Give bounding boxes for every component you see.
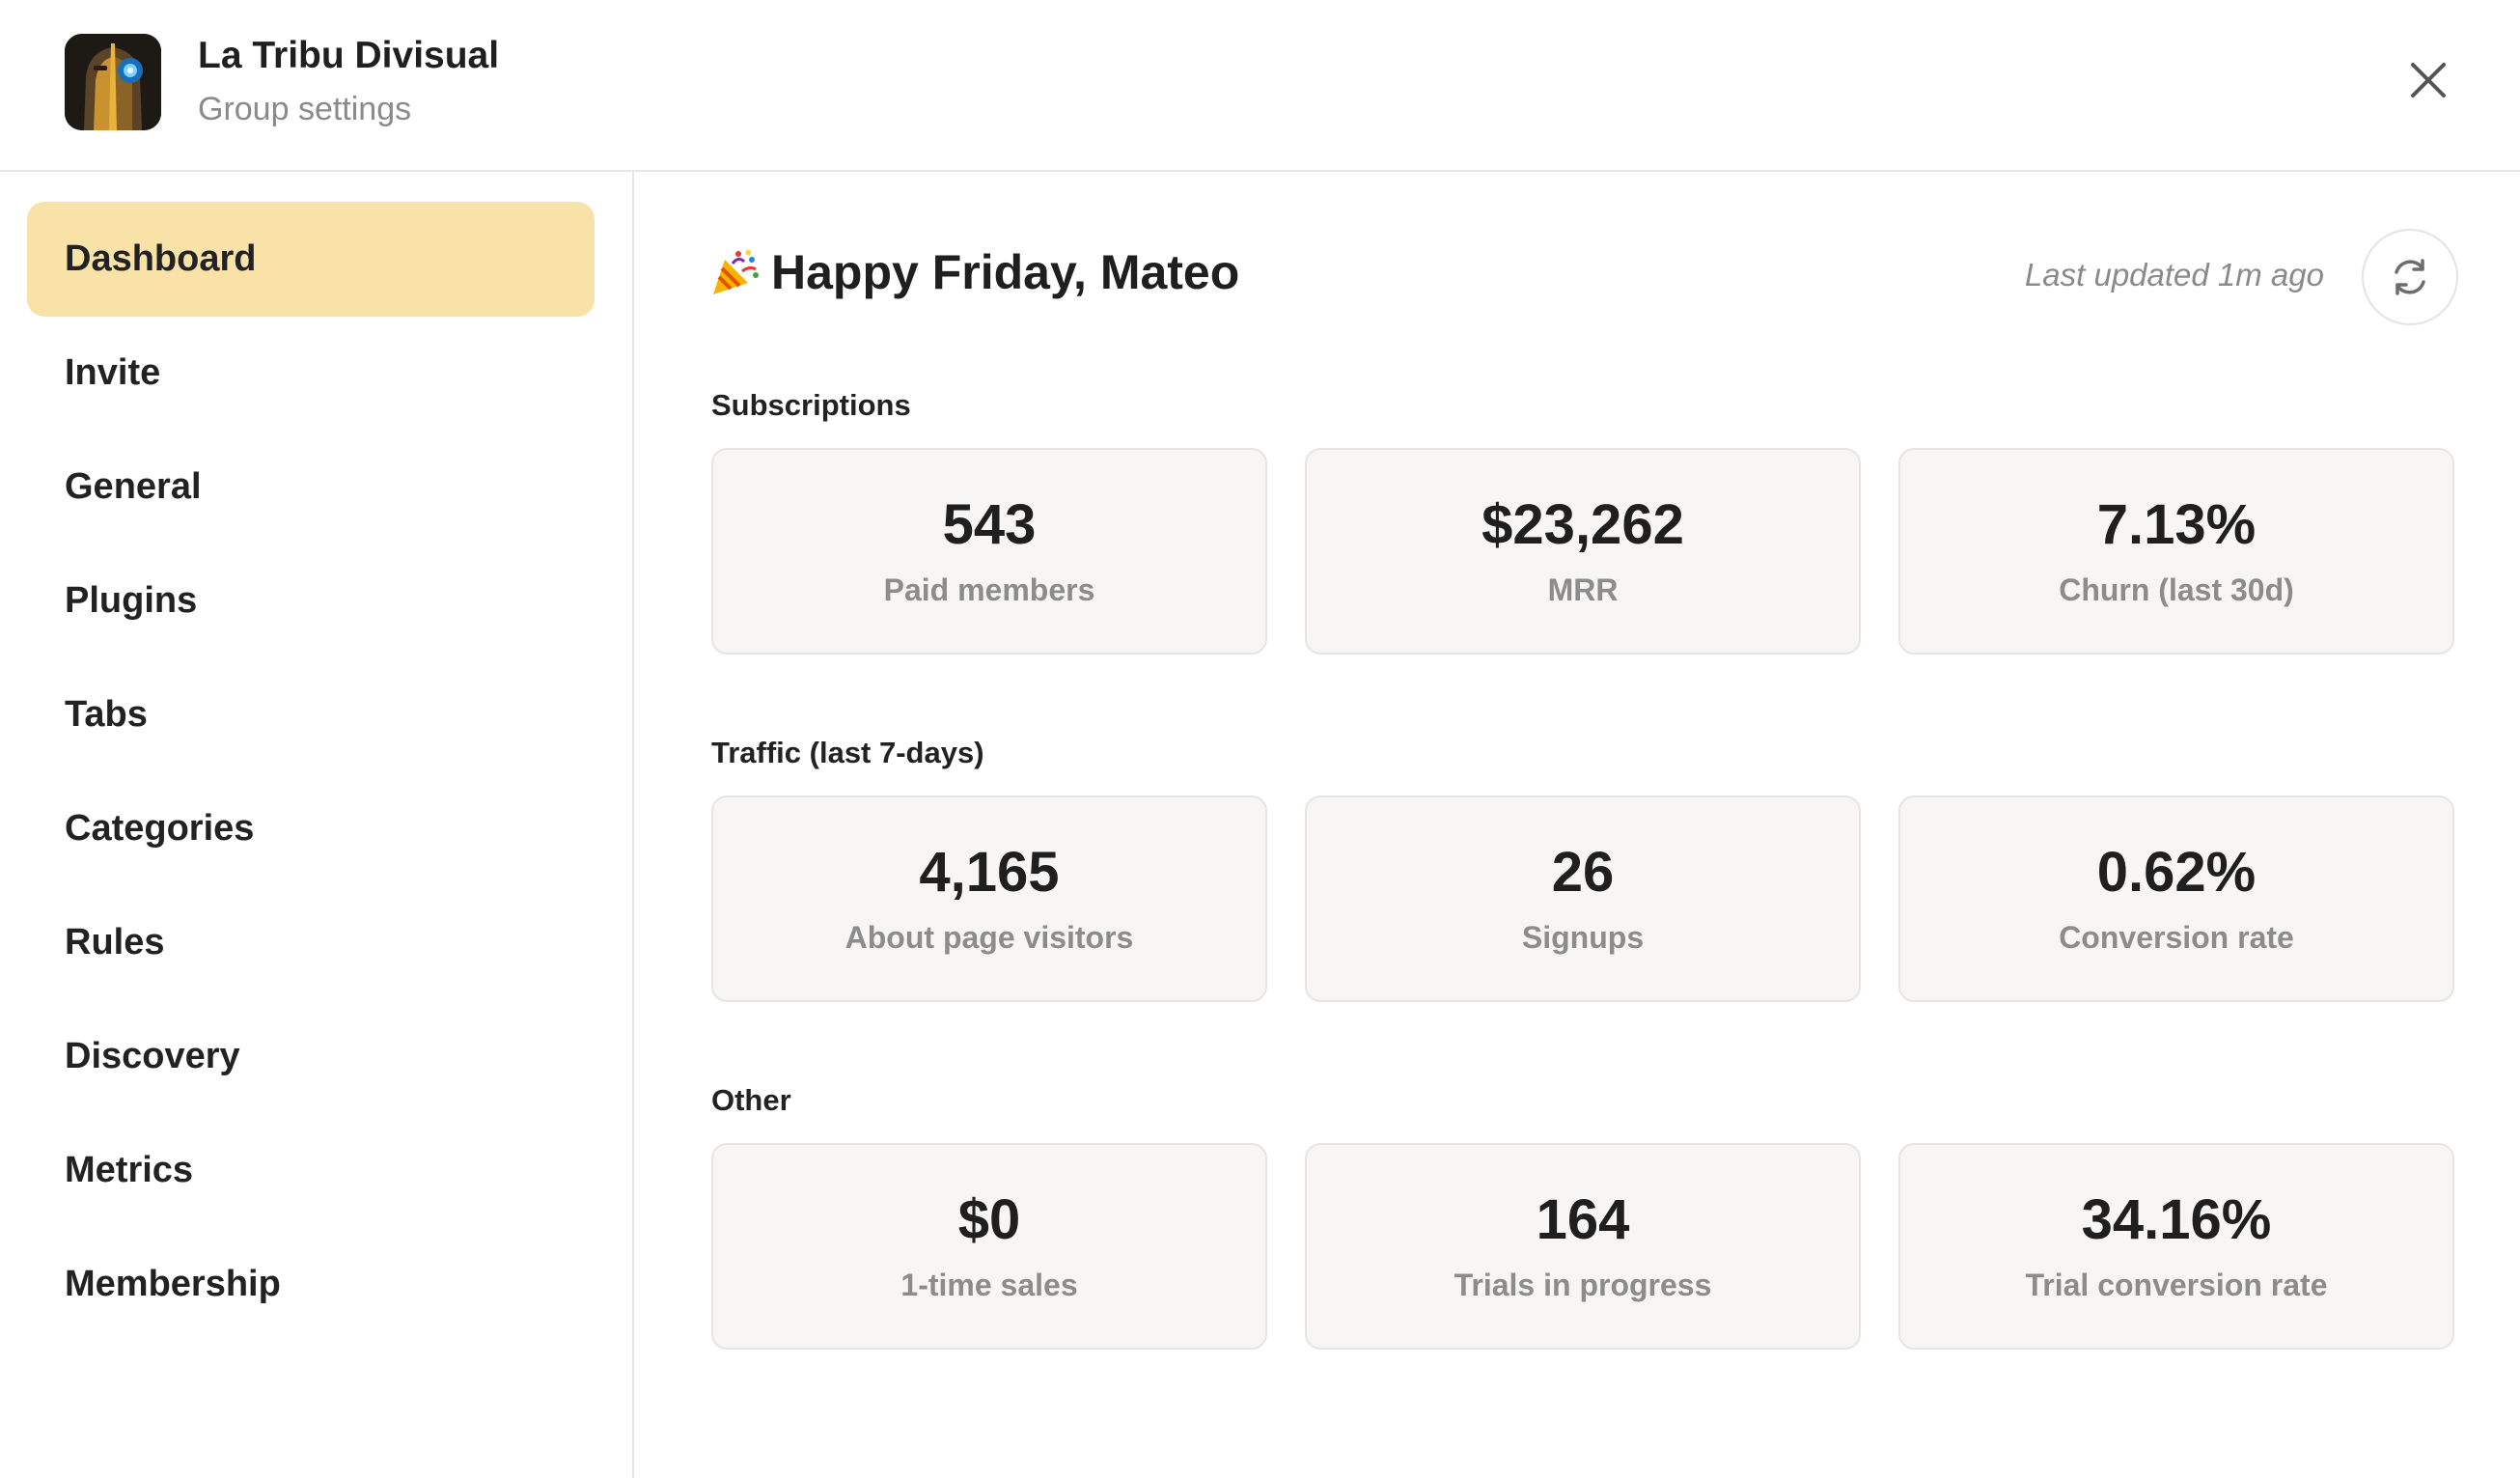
stat-label: MRR xyxy=(1547,572,1619,608)
stat-card-one-time-sales: $0 1-time sales xyxy=(711,1143,1267,1350)
sidebar-item-discovery[interactable]: Discovery xyxy=(27,999,595,1114)
group-name: La Tribu Divisual xyxy=(198,35,500,76)
sidebar-item-invite[interactable]: Invite xyxy=(27,316,595,431)
section-title-subscriptions: Subscriptions xyxy=(711,388,911,422)
stat-value: $0 xyxy=(957,1187,1021,1251)
stat-card-paid-members: 543 Paid members xyxy=(711,448,1267,655)
sidebar-item-label: Dashboard xyxy=(65,238,257,279)
section-title-traffic: Traffic (last 7-days) xyxy=(711,736,984,769)
sidebar-item-label: Metrics xyxy=(65,1150,194,1190)
sidebar-item-membership[interactable]: Membership xyxy=(27,1227,595,1342)
sidebar-item-label: Categories xyxy=(65,808,255,849)
sidebar-item-metrics[interactable]: Metrics xyxy=(27,1113,595,1228)
last-updated-text: Last updated 1m ago xyxy=(2024,257,2324,293)
sidebar-nav: Dashboard Invite General Plugins Tabs Ca… xyxy=(0,172,634,1478)
stat-value: 7.13% xyxy=(2096,492,2257,556)
sidebar-item-plugins[interactable]: Plugins xyxy=(27,544,595,658)
sidebar-item-label: General xyxy=(65,466,202,507)
stat-card-mrr: $23,262 MRR xyxy=(1305,448,1861,655)
stat-card-conversion-rate: 0.62% Conversion rate xyxy=(1898,795,2454,1002)
stat-card-trial-conversion-rate: 34.16% Trial conversion rate xyxy=(1898,1143,2454,1350)
stat-label: Conversion rate xyxy=(2059,920,2294,956)
group-avatar-icon xyxy=(65,34,161,130)
greeting-heading: Happy Friday, Mateo xyxy=(709,241,1239,303)
sidebar-item-tabs[interactable]: Tabs xyxy=(27,657,595,772)
stat-card-about-page-visitors: 4,165 About page visitors xyxy=(711,795,1267,1002)
stat-label: Churn (last 30d) xyxy=(2059,572,2294,608)
stat-label: 1-time sales xyxy=(900,1268,1078,1303)
stat-value: 26 xyxy=(1551,840,1615,904)
party-popper-icon xyxy=(709,246,762,298)
stat-card-churn: 7.13% Churn (last 30d) xyxy=(1898,448,2454,655)
dashboard-panel: Happy Friday, Mateo Last updated 1m ago … xyxy=(634,172,2520,1478)
sidebar-item-label: Discovery xyxy=(65,1036,240,1076)
stat-value: $23,262 xyxy=(1482,492,1684,556)
stat-value: 543 xyxy=(942,492,1037,556)
stat-value: 34.16% xyxy=(2081,1187,2272,1251)
refresh-button[interactable] xyxy=(2362,229,2458,325)
close-icon xyxy=(2411,63,2446,98)
group-settings-subtitle: Group settings xyxy=(198,91,412,127)
sidebar-item-label: Membership xyxy=(65,1264,281,1304)
stat-value: 4,165 xyxy=(919,840,1060,904)
stat-label: Signups xyxy=(1521,920,1645,956)
sidebar-item-label: Plugins xyxy=(65,580,198,621)
sidebar-item-dashboard[interactable]: Dashboard xyxy=(27,202,595,317)
sidebar-item-general[interactable]: General xyxy=(27,430,595,544)
sidebar-item-label: Rules xyxy=(65,922,165,962)
stat-label: Trials in progress xyxy=(1454,1268,1712,1303)
refresh-icon xyxy=(2395,259,2425,295)
stat-value: 164 xyxy=(1536,1187,1630,1251)
stat-card-trials-in-progress: 164 Trials in progress xyxy=(1305,1143,1861,1350)
stat-label: About page visitors xyxy=(845,920,1134,956)
section-title-other: Other xyxy=(711,1083,791,1117)
close-button[interactable] xyxy=(2403,55,2453,105)
stat-card-signups: 26 Signups xyxy=(1305,795,1861,1002)
sidebar-item-label: Tabs xyxy=(65,694,148,735)
sidebar-item-categories[interactable]: Categories xyxy=(27,771,595,886)
stat-value: 0.62% xyxy=(2096,840,2257,904)
sidebar-item-rules[interactable]: Rules xyxy=(27,885,595,1000)
stat-label: Paid members xyxy=(883,572,1095,608)
stat-label: Trial conversion rate xyxy=(2025,1268,2328,1303)
header: La Tribu Divisual Group settings xyxy=(0,0,2520,172)
sidebar-item-label: Invite xyxy=(65,352,161,393)
greeting-text: Happy Friday, Mateo xyxy=(771,245,1240,299)
